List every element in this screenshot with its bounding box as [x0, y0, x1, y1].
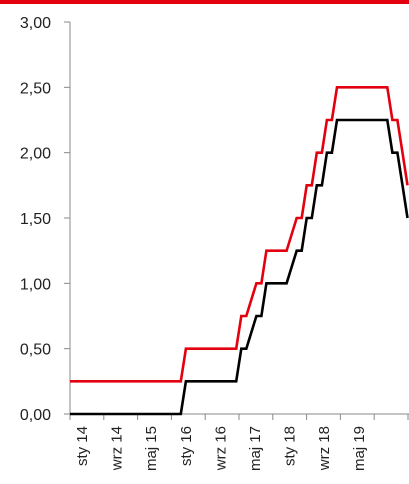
x-axis: sty 14 wrz 14 maj 15 sty 16 wrz 16 maj 17 sty …	[69, 413, 409, 471]
x-tick-label: sty 16	[178, 426, 195, 466]
y-tick-label: 1,50	[20, 211, 51, 228]
series-line-black	[70, 118, 409, 416]
y-tick-label: 2,50	[20, 80, 51, 97]
x-tick-label: wrz 16	[212, 426, 229, 471]
y-tick-label: 2,00	[20, 146, 51, 163]
y-tick-label: 0,00	[20, 407, 51, 424]
series-line-red	[70, 86, 409, 383]
x-tick-label: sty 14	[74, 426, 91, 466]
y-axis: 0,00 0,50 1,00 1,50 2,00 2,50 3,00	[20, 15, 71, 424]
top-accent-rule	[0, 0, 409, 4]
x-tick-label: maj 17	[247, 426, 264, 471]
x-tick-label: sty 18	[282, 426, 299, 466]
x-tick-label: maj 15	[143, 426, 160, 471]
y-tick-label: 1,00	[20, 276, 51, 293]
y-tick-label: 3,00	[20, 15, 51, 32]
x-tick-label: maj 19	[351, 426, 368, 471]
x-tick-label: wrz 18	[316, 426, 333, 471]
x-tick-label: wrz 14	[109, 426, 126, 471]
y-tick-label: 0,50	[20, 342, 51, 359]
series-layer	[70, 86, 409, 416]
